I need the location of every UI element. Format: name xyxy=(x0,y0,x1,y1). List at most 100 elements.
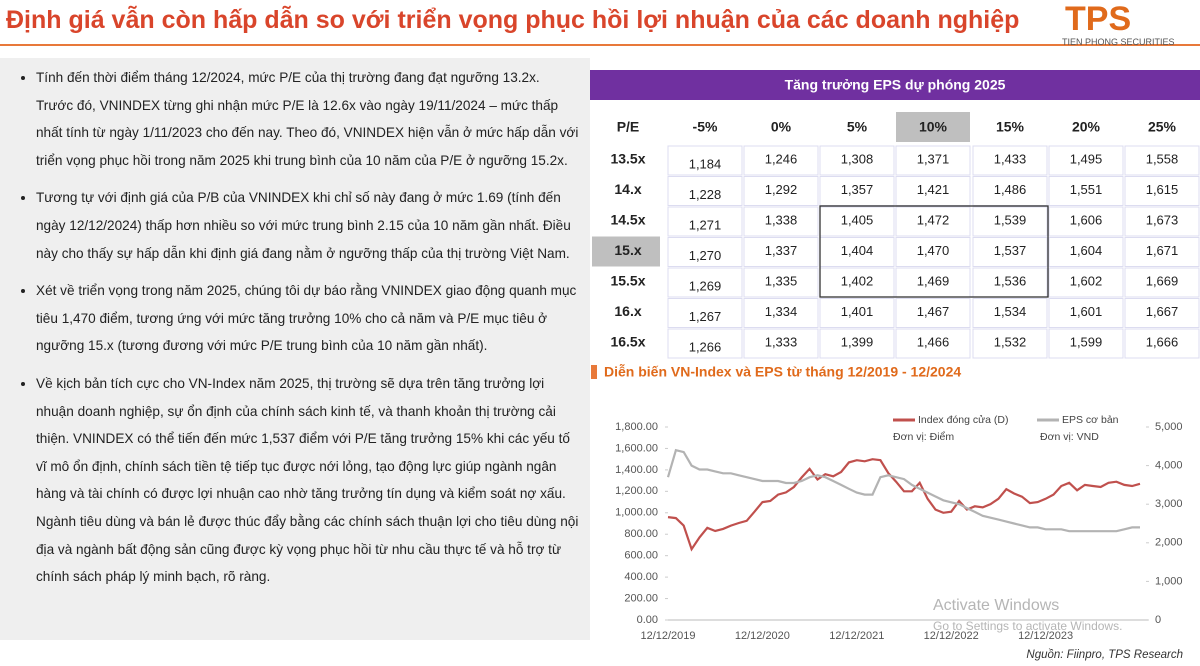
table-cell: 1,470 xyxy=(917,243,950,258)
cell xyxy=(895,298,971,328)
y-tick-label: 0.00 xyxy=(637,614,658,626)
table-cell: 1,467 xyxy=(917,304,950,319)
cell xyxy=(895,145,971,176)
table-cell: 1,371 xyxy=(917,151,950,166)
table-cell: 1,433 xyxy=(994,151,1027,166)
legend-label: EPS cơ bản xyxy=(1062,414,1119,426)
highlight-col xyxy=(896,112,970,142)
y-tick-label: 1,800.00 xyxy=(615,421,658,433)
table-header: 15% xyxy=(996,119,1025,135)
cell xyxy=(972,298,1048,328)
cell xyxy=(972,145,1048,176)
table-cell: 1,228 xyxy=(689,187,722,202)
y2-tick-label: 3,000 xyxy=(1155,498,1183,510)
cell xyxy=(1124,237,1200,267)
y-tick-label: 400.00 xyxy=(624,571,658,583)
table-cell: 1,666 xyxy=(1146,334,1179,349)
cell xyxy=(1048,267,1124,298)
text-panel: Tính đến thời điểm tháng 12/2024, mức P/… xyxy=(0,58,590,640)
cell xyxy=(1048,298,1124,328)
table-title-bg xyxy=(590,70,1200,100)
cell xyxy=(819,145,895,176)
cell xyxy=(1048,328,1124,359)
table-header: 20% xyxy=(1072,119,1101,135)
cell xyxy=(1048,145,1124,176)
table-cell: 1,469 xyxy=(917,273,950,288)
table-cell: 1,669 xyxy=(1146,273,1179,288)
bullet: Tính đến thời điểm tháng 12/2024, mức P/… xyxy=(36,64,580,174)
x-tick-label: 12/12/2021 xyxy=(829,630,884,642)
table-cell: 1,246 xyxy=(765,151,798,166)
table-header: 0% xyxy=(771,119,792,135)
table-cell: 1,404 xyxy=(841,243,874,258)
table-cell: 1,601 xyxy=(1070,304,1103,319)
cell xyxy=(667,298,743,328)
table-cell: 1,405 xyxy=(841,212,874,227)
header-rule xyxy=(0,44,1200,46)
x-tick-label: 12/12/2022 xyxy=(924,630,979,642)
table-title: Tăng trưởng EPS dự phóng 2025 xyxy=(785,77,1006,93)
cell xyxy=(667,145,743,176)
cell xyxy=(1048,206,1124,237)
row-label: 15.5x xyxy=(610,273,645,289)
table-cell: 1,399 xyxy=(841,334,874,349)
table-cell: 1,673 xyxy=(1146,212,1179,227)
cell xyxy=(895,237,971,267)
cell xyxy=(895,328,971,359)
cell xyxy=(667,206,743,237)
line-series xyxy=(667,458,1141,552)
y2-tick-label: 1,000 xyxy=(1155,575,1183,587)
table-header: 5% xyxy=(847,119,868,135)
table-cell: 1,421 xyxy=(917,182,950,197)
row-label: 16.5x xyxy=(610,334,645,350)
cell xyxy=(667,328,743,359)
cell xyxy=(1124,298,1200,328)
legend-label: Index đóng cửa (D) xyxy=(918,414,1009,426)
table-cell: 1,667 xyxy=(1146,304,1179,319)
cell xyxy=(1124,328,1200,359)
table-header: P/E xyxy=(617,119,640,135)
cell xyxy=(667,176,743,206)
x-tick-label: 12/12/2019 xyxy=(640,630,695,642)
table-cell: 1,333 xyxy=(765,334,798,349)
table-cell: 1,606 xyxy=(1070,212,1103,227)
table-cell: 1,539 xyxy=(994,212,1027,227)
source: Nguồn: Fiinpro, TPS Research xyxy=(1026,649,1183,661)
y-tick-label: 1,600.00 xyxy=(615,442,658,454)
chart-title: Diễn biến VN-Index và EPS từ tháng 12/20… xyxy=(604,364,961,380)
table-cell: 1,269 xyxy=(689,278,722,293)
y-tick-label: 600.00 xyxy=(624,550,658,562)
cell xyxy=(1124,206,1200,237)
cell xyxy=(1124,145,1200,176)
table-cell: 1,532 xyxy=(994,334,1027,349)
y2-tick-label: 2,000 xyxy=(1155,537,1183,549)
table-cell: 1,270 xyxy=(689,248,722,263)
row-label: 14.x xyxy=(614,181,641,197)
row-label: 15.x xyxy=(614,242,641,258)
cell xyxy=(819,298,895,328)
table-cell: 1,486 xyxy=(994,182,1027,197)
y2-tick-label: 5,000 xyxy=(1155,421,1183,433)
table-cell: 1,537 xyxy=(994,243,1027,258)
table-cell: 1,536 xyxy=(994,273,1027,288)
table-cell: 1,495 xyxy=(1070,151,1103,166)
title: Định giá vẫn còn hấp dẫn so với triển vọ… xyxy=(6,6,1020,34)
table-cell: 1,334 xyxy=(765,304,798,319)
row-label: 13.5x xyxy=(610,151,645,167)
cell xyxy=(743,237,819,267)
cell xyxy=(743,328,819,359)
table-cell: 1,534 xyxy=(994,304,1027,319)
table-cell: 1,558 xyxy=(1146,151,1179,166)
table-cell: 1,599 xyxy=(1070,334,1103,349)
table-cell: 1,401 xyxy=(841,304,874,319)
table-cell: 1,338 xyxy=(765,212,798,227)
table-cell: 1,472 xyxy=(917,212,950,227)
cell xyxy=(1048,176,1124,206)
table-cell: 1,271 xyxy=(689,217,722,232)
cell xyxy=(743,206,819,237)
bullet: Về kịch bản tích cực cho VN-Index năm 20… xyxy=(36,370,580,591)
cell xyxy=(1124,176,1200,206)
y2-tick-label: 0 xyxy=(1155,614,1161,626)
